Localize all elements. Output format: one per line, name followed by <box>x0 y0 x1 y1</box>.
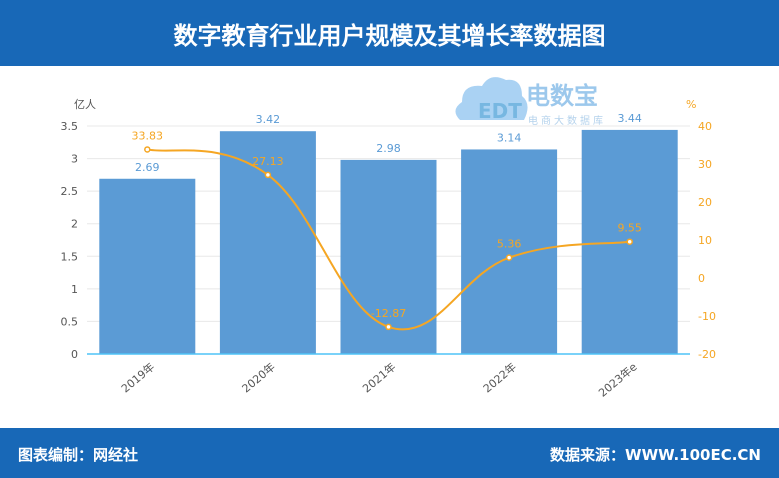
bar-data-label: 2.98 <box>376 142 401 155</box>
line-data-label: 9.55 <box>617 222 642 235</box>
svg-text:EDT: EDT <box>478 99 522 123</box>
watermark-logo: EDT 电数宝 电商大数据库 <box>450 70 610 130</box>
footer: 图表编制：网经社 数据来源：WWW.100EC.CN <box>0 428 779 478</box>
y-tick-label: 0 <box>71 348 78 361</box>
y2-tick-label: 0 <box>698 272 705 285</box>
line-point <box>505 254 513 261</box>
footer-source-editor: 图表编制：网经社 <box>18 446 139 464</box>
x-tick-label: 2019年 <box>118 360 157 396</box>
chart-title: 数字教育行业用户规模及其增长率数据图 <box>0 0 779 66</box>
bar <box>99 178 196 354</box>
y2-tick-label: -20 <box>698 348 716 361</box>
bar <box>461 149 558 354</box>
y2-tick-label: -10 <box>698 310 716 323</box>
footer-data-source: 数据来源：WWW.100EC.CN <box>550 446 761 464</box>
bar-data-label: 3.42 <box>256 113 281 126</box>
x-tick-label: 2021年 <box>360 360 399 396</box>
y-tick-label: 2.5 <box>61 185 79 198</box>
bar-data-label: 3.14 <box>497 131 522 144</box>
line-point <box>264 171 272 179</box>
line-data-label: 5.36 <box>497 238 522 251</box>
y2-tick-label: 30 <box>698 158 712 171</box>
x-tick-label: 2020年 <box>239 360 278 396</box>
line-point <box>144 146 151 153</box>
line-data-label: 33.83 <box>132 129 164 142</box>
y2-tick-label: 10 <box>698 234 712 247</box>
y-tick-label: 3.5 <box>61 120 79 133</box>
bar <box>340 159 437 354</box>
y-tick-label: 3 <box>71 153 78 166</box>
chart: 0 0.5 1 1.5 2 2.5 3 3.5 -20 -10 0 10 20 30 40 亿人 % 2.69 3.… <box>61 98 716 400</box>
y-tick-label: 2 <box>71 218 78 231</box>
line-data-label: 27.13 <box>252 155 284 168</box>
line-point <box>626 238 633 245</box>
svg-text:电商大数据库: 电商大数据库 <box>528 114 606 127</box>
y2-tick-label: 40 <box>698 120 712 133</box>
bar <box>219 131 316 354</box>
bar-data-label: 3.44 <box>617 112 642 125</box>
x-tick-label: 2022年 <box>480 360 519 396</box>
line-point <box>385 323 392 331</box>
svg-text:电数宝: 电数宝 <box>526 82 598 110</box>
line-data-label: -12.87 <box>371 307 406 320</box>
y-tick-label: 0.5 <box>61 315 79 328</box>
y-tick-label: 1.5 <box>61 250 79 263</box>
y-tick-label: 1 <box>71 283 78 296</box>
y2-tick-label: 20 <box>698 196 712 209</box>
x-tick-label: 2023年e <box>596 359 640 399</box>
y2-axis-label: % <box>686 98 696 111</box>
bar-data-label: 2.69 <box>135 161 160 174</box>
y-axis-label: 亿人 <box>74 98 96 111</box>
